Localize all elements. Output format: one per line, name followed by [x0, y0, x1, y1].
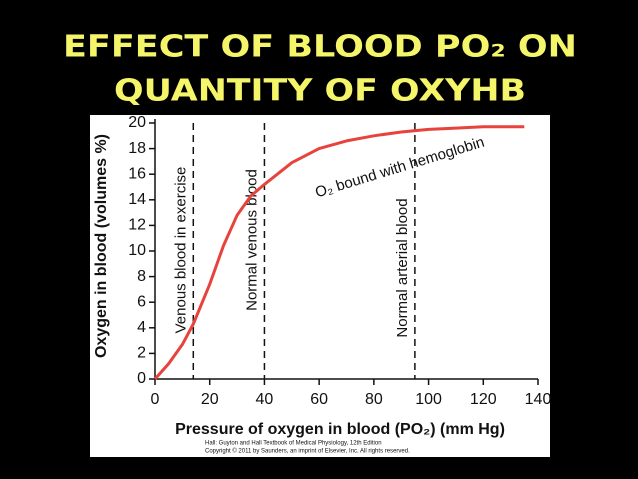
credit: Copyright © 2011 by Saunders, an imprint… [205, 448, 410, 455]
curve [153, 125, 525, 380]
x-tick-label: 120 [470, 391, 497, 408]
y-tick-label: 0 [137, 370, 146, 387]
x-tick-label: 40 [256, 391, 274, 408]
y-tick-label: 18 [128, 140, 146, 157]
y-tick-label: 10 [128, 242, 146, 259]
x-tick-label: 20 [201, 391, 219, 408]
chart-panel [90, 115, 550, 457]
credit: Hall: Guyton and Hall Textbook of Medica… [205, 441, 382, 447]
y-tick-label: 4 [137, 319, 146, 336]
reference-label: Normal venous blood [243, 169, 260, 311]
reference-label: Normal arterial blood [394, 198, 411, 337]
x-tick-label: 80 [365, 391, 383, 408]
y-tick-label: 6 [137, 293, 146, 310]
x-tick-label: 60 [310, 391, 328, 408]
x-tick-label: 0 [151, 391, 160, 408]
y-tick-label: 16 [128, 165, 146, 182]
y-tick-label: 8 [137, 268, 146, 285]
x-tick-label: 100 [415, 391, 442, 408]
x-axis-label: Pressure of oxygen in blood (PO₂) (mm Hg… [175, 421, 505, 438]
y-tick-label: 12 [128, 217, 146, 234]
y-axis-label: Oxygen in blood (volumes %) [93, 134, 110, 358]
reference-label: Venous blood in exercise [172, 167, 189, 334]
x-tick-label: 140 [525, 391, 552, 408]
title-line: EFFECT OF BLOOD PO₂ ON [63, 30, 577, 65]
y-tick-label: 20 [128, 114, 146, 131]
title-line: QUANTITY OF OXYHB [114, 74, 526, 109]
y-tick-label: 14 [128, 191, 146, 208]
y-tick-label: 2 [137, 345, 146, 362]
